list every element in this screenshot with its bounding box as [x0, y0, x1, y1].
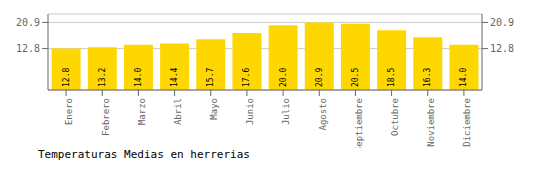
svg-text:16.3: 16.3 — [423, 68, 432, 87]
svg-text:20.0: 20.0 — [279, 68, 288, 87]
svg-text:12.8: 12.8 — [490, 43, 514, 54]
svg-text:Mayo: Mayo — [209, 98, 219, 120]
svg-text:Junio: Junio — [245, 98, 255, 125]
svg-text:12.8: 12.8 — [62, 68, 71, 87]
svg-text:Marzo: Marzo — [137, 98, 147, 125]
svg-text:Agosto: Agosto — [318, 98, 328, 131]
svg-text:20.9: 20.9 — [16, 17, 40, 28]
svg-text:Noviembre: Noviembre — [426, 98, 436, 147]
svg-text:12.8: 12.8 — [16, 43, 40, 54]
svg-text:Octubre: Octubre — [390, 98, 400, 136]
svg-text:Abril: Abril — [173, 98, 183, 125]
svg-text:13.2: 13.2 — [98, 68, 107, 87]
svg-text:14.0: 14.0 — [134, 68, 143, 87]
html-text:Temperaturas Medias en herreri: Temperaturas Medias en herrerias — [38, 148, 250, 161]
svg-text:18.5: 18.5 — [387, 68, 396, 87]
svg-text:Diciembre: Diciembre — [462, 98, 472, 147]
svg-text:14.0: 14.0 — [459, 68, 468, 87]
svg-text:14.4: 14.4 — [170, 68, 179, 87]
svg-text:15.7: 15.7 — [206, 68, 215, 87]
svg-text:17.6: 17.6 — [242, 68, 251, 87]
svg-text:20.9: 20.9 — [315, 68, 324, 87]
svg-text:Septiembre: Septiembre — [354, 98, 364, 148]
svg-text:20.5: 20.5 — [351, 68, 360, 87]
svg-text:Julio: Julio — [281, 98, 291, 125]
svg-text:Febrero: Febrero — [101, 98, 111, 136]
svg-text:Enero: Enero — [64, 98, 74, 125]
svg-text:20.9: 20.9 — [490, 17, 514, 28]
